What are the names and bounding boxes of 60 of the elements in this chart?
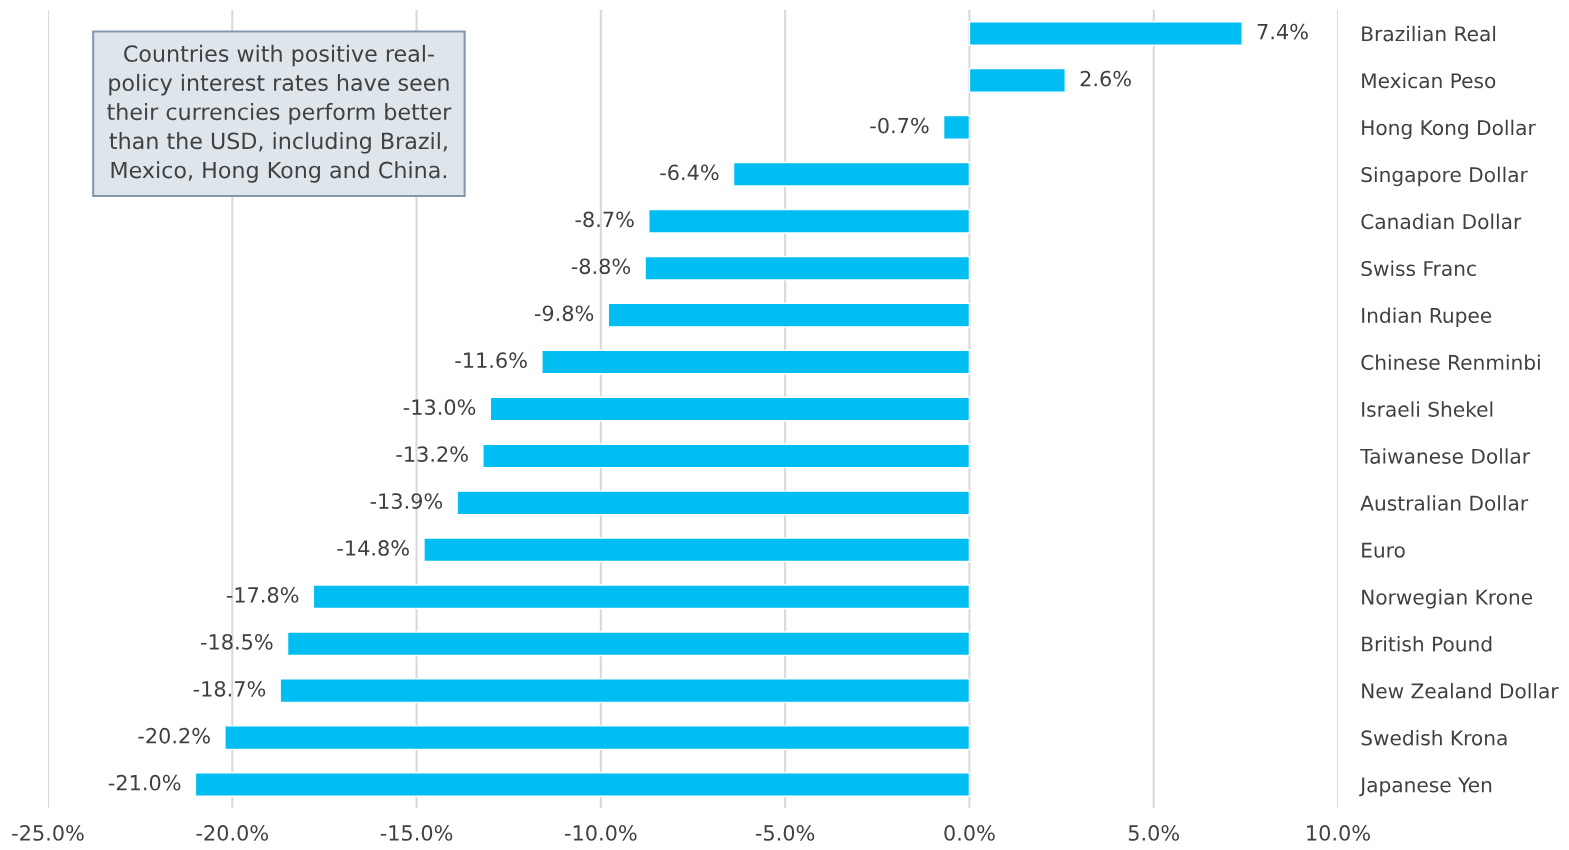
bar — [489, 396, 971, 422]
x-tick-label: -20.0% — [196, 825, 268, 841]
bar — [942, 114, 971, 140]
data-label: 7.4% — [1257, 23, 1308, 40]
bar — [968, 67, 1066, 93]
data-label: -13.0% — [403, 399, 476, 416]
y-tick-label: Indian Rupee — [1362, 307, 1492, 327]
x-tick-label: -15.0% — [380, 825, 453, 841]
y-tick-label: Chinese Renminbi — [1361, 354, 1540, 370]
bar — [541, 349, 971, 375]
x-tick-label: 0.0% — [944, 825, 995, 841]
bar — [194, 772, 971, 797]
x-tick-label: 10.0% — [1307, 825, 1370, 841]
bar — [644, 255, 971, 281]
y-tick-label: Euro — [1362, 542, 1405, 558]
bar — [607, 302, 971, 328]
data-label: -8.7% — [575, 211, 634, 228]
y-tick-label: Mexican Peso — [1362, 72, 1496, 89]
x-tick-label: -5.0% — [755, 825, 815, 841]
y-tick-label: Israeli Shekel — [1362, 401, 1493, 417]
bar — [312, 584, 971, 610]
x-tick-label: -25.0% — [12, 825, 84, 841]
data-label: -18.7% — [193, 680, 266, 697]
data-label: -13.2% — [396, 446, 468, 462]
data-label: -18.5% — [201, 633, 273, 650]
bar — [224, 725, 971, 751]
data-label: -13.9% — [370, 493, 443, 509]
bar — [286, 631, 971, 657]
y-tick-label: Hong Kong Dollar — [1362, 119, 1536, 140]
bar — [732, 161, 971, 187]
data-label: -6.4% — [660, 164, 719, 181]
bar — [482, 443, 971, 469]
y-tick-label: Swedish Krona — [1361, 729, 1507, 746]
y-tick-label: Swiss Franc — [1361, 260, 1476, 277]
y-tick-label: New Zealand Dollar — [1362, 683, 1559, 699]
data-label: -17.8% — [226, 587, 299, 603]
y-tick-label: Taiwanese Dollar — [1360, 448, 1531, 464]
data-label: -0.7% — [870, 117, 929, 134]
bar — [423, 537, 971, 563]
data-label: -14.8% — [337, 540, 409, 556]
x-tick-label: 5.0% — [1128, 825, 1180, 841]
bar — [968, 21, 1243, 46]
y-tick-label: Australian Dollar — [1360, 495, 1529, 511]
data-label: -11.6% — [455, 352, 527, 369]
y-tick-label: British Pound — [1362, 636, 1492, 652]
data-label: -8.8% — [571, 258, 631, 275]
data-label: 2.6% — [1080, 70, 1131, 87]
data-label: -21.0% — [108, 774, 181, 791]
y-tick-label: Japanese Yen — [1359, 777, 1492, 797]
bar — [456, 490, 971, 516]
data-label: -20.2% — [138, 727, 210, 744]
data-label: -9.8% — [534, 305, 594, 322]
x-tick-label: -10.0% — [565, 825, 637, 841]
y-tick-label: Brazilian Real — [1362, 25, 1496, 42]
y-tick-label: Norwegian Krone — [1362, 589, 1533, 609]
y-tick-label: Canadian Dollar — [1361, 213, 1522, 230]
bar — [279, 678, 971, 704]
annotation: Countries with positive real- policy interest rates have seen their currencies perform better than the USD, including Brazil, Mexico, Hong Kong and China. — [107, 44, 452, 183]
bar — [648, 208, 971, 234]
y-tick-label: Singapore Dollar — [1361, 166, 1528, 187]
